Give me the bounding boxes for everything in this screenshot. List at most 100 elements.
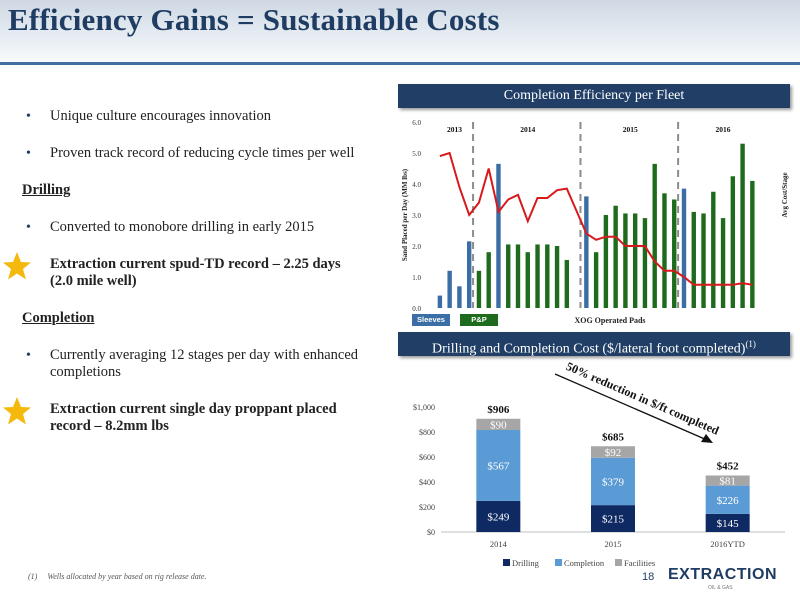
- pnp-bar: [652, 163, 657, 308]
- pnp-bar: [535, 244, 540, 308]
- bullet-item: • Currently averaging 12 stages per day w…: [22, 347, 367, 381]
- total-data-label: $906: [487, 404, 510, 416]
- bullet-text: Extraction current spud-TD record – 2.25…: [50, 256, 341, 289]
- reduction-annotation: 50% reduction in $/ft completed: [564, 360, 721, 438]
- y-tick-label: 3.0: [412, 212, 421, 220]
- y-tick-label: $200: [419, 503, 435, 512]
- company-logo: EXTRACTION: [668, 566, 777, 583]
- sleeves-bar: [437, 295, 443, 308]
- bullet-text: Converted to monobore drilling in early …: [50, 219, 315, 235]
- bullet-item: • Proven track record of reducing cycle t…: [22, 145, 367, 162]
- pnp-bar: [545, 244, 550, 308]
- page-title: Efficiency Gains = Sustainable Costs: [8, 2, 500, 37]
- pnp-bar: [740, 143, 745, 308]
- bullet-text: Extraction current single day proppant p…: [50, 401, 337, 434]
- pnp-bar: [613, 205, 618, 308]
- segment-data-label: $81: [719, 476, 736, 488]
- bullet-list: • Unique culture encourages innovation • P…: [3, 108, 367, 455]
- legend-label: Facilities: [624, 558, 655, 568]
- title-rule: [0, 62, 800, 65]
- sleeves-bar: [447, 270, 452, 308]
- pnp-bar: [525, 252, 530, 308]
- pnp-bar: [506, 244, 511, 308]
- sleeves-bar: [466, 241, 472, 308]
- bullet-dot-icon: •: [26, 109, 31, 124]
- x-tick-label: 2014: [490, 539, 508, 549]
- y-tick-label: $0: [427, 528, 435, 537]
- star-icon: [3, 252, 31, 280]
- y-tick-label: 5.0: [412, 150, 421, 158]
- bullet-item-highlight: Extraction current spud-TD record – 2.25…: [3, 252, 367, 290]
- y-tick-label: $600: [419, 453, 435, 462]
- footnote: (1) Wells allocated by year based on rig…: [28, 572, 206, 581]
- pnp-bar: [720, 218, 726, 308]
- completion-segment: [705, 485, 750, 514]
- cost-chart-title: Drilling and Completion Cost ($/lateral …: [432, 341, 746, 357]
- pnp-bar: [603, 215, 609, 308]
- total-data-label: $685: [602, 431, 625, 443]
- star-icon: [3, 397, 31, 425]
- avg-cost-line: [439, 151, 753, 286]
- legend-swatch: [555, 559, 562, 566]
- year-label: 2013: [447, 125, 462, 134]
- y-axis-label: Sand Placed per Day (MM lbs): [401, 168, 409, 261]
- segment-data-label: $92: [605, 447, 622, 459]
- sleeves-bar: [584, 196, 589, 308]
- legend-label: Completion: [564, 558, 605, 568]
- pnp-bar: [486, 252, 491, 308]
- y-tick-label: 4.0: [412, 181, 421, 189]
- year-label: 2016: [716, 125, 731, 134]
- facilities-segment: [591, 446, 635, 458]
- facilities-segment: [705, 475, 750, 486]
- page-number: 18: [642, 571, 655, 583]
- drilling-heading: Drilling: [22, 182, 71, 198]
- segment-data-label: $145: [717, 518, 740, 530]
- reduction-arrow-line: [554, 373, 708, 441]
- y-tick-label: $800: [419, 428, 435, 437]
- bullet-text: Currently averaging 12 stages per day wi…: [50, 347, 359, 380]
- y-tick-label: 0.0: [412, 305, 421, 313]
- x-tick-label: 2015: [605, 539, 622, 549]
- legend-pnp: P&P: [460, 314, 498, 326]
- facilities-segment: [476, 418, 521, 430]
- drilling-segment: [476, 500, 521, 532]
- pnp-bar: [564, 259, 570, 308]
- completion-efficiency-chart: 0.0 1.0 2.0 3.0 4.0 5.0 6.0 Sand Placed per Day…: [401, 119, 789, 325]
- legend-label: Drilling: [512, 558, 540, 568]
- sleeves-bar: [496, 163, 501, 308]
- bullet-item: • Unique culture encourages innovation: [22, 108, 367, 125]
- segment-data-label: $249: [487, 511, 510, 523]
- bullet-dot-icon: •: [26, 348, 31, 363]
- x-tick-label: 2016YTD: [710, 539, 744, 549]
- company-logo-sub: OIL & GAS: [708, 585, 733, 591]
- footnote-marker: (1): [28, 572, 38, 581]
- completion-efficiency-header: Completion Efficiency per Fleet: [398, 84, 790, 108]
- bullet-text: Unique culture encourages innovation: [50, 108, 272, 124]
- year-label: 2015: [623, 125, 638, 134]
- pnp-bar: [593, 252, 599, 308]
- completion-heading: Completion: [22, 310, 95, 326]
- bullet-text: Proven track record of reducing cycle ti…: [50, 145, 355, 161]
- pnp-bar: [750, 180, 755, 308]
- pnp-bar: [515, 244, 521, 308]
- footnote-text: Wells allocated by year based on rig rel…: [47, 572, 207, 581]
- completion-segment: [476, 430, 521, 501]
- bullet-item-highlight: Extraction current single day proppant p…: [3, 397, 367, 435]
- pnp-bar: [554, 246, 560, 308]
- legend-swatch: [503, 559, 510, 566]
- sleeves-bar: [681, 188, 687, 308]
- y-tick-label: 1.0: [412, 274, 421, 282]
- pnp-bar: [672, 199, 677, 308]
- pnp-bar: [632, 213, 638, 308]
- pnp-bar: [691, 211, 696, 308]
- bullet-dot-icon: •: [26, 146, 31, 161]
- y-tick-label: 2.0: [412, 243, 421, 251]
- segment-data-label: $226: [717, 495, 740, 507]
- reduction-arrow-head-icon: [701, 434, 713, 443]
- pnp-bar: [642, 218, 648, 308]
- x-axis-label: XOG Operated Pads: [574, 316, 645, 325]
- bullet-item: • Converted to monobore drilling in early…: [22, 219, 367, 236]
- y-tick-label: $400: [419, 478, 435, 487]
- completion-segment: [591, 457, 635, 506]
- pnp-bar: [623, 213, 628, 308]
